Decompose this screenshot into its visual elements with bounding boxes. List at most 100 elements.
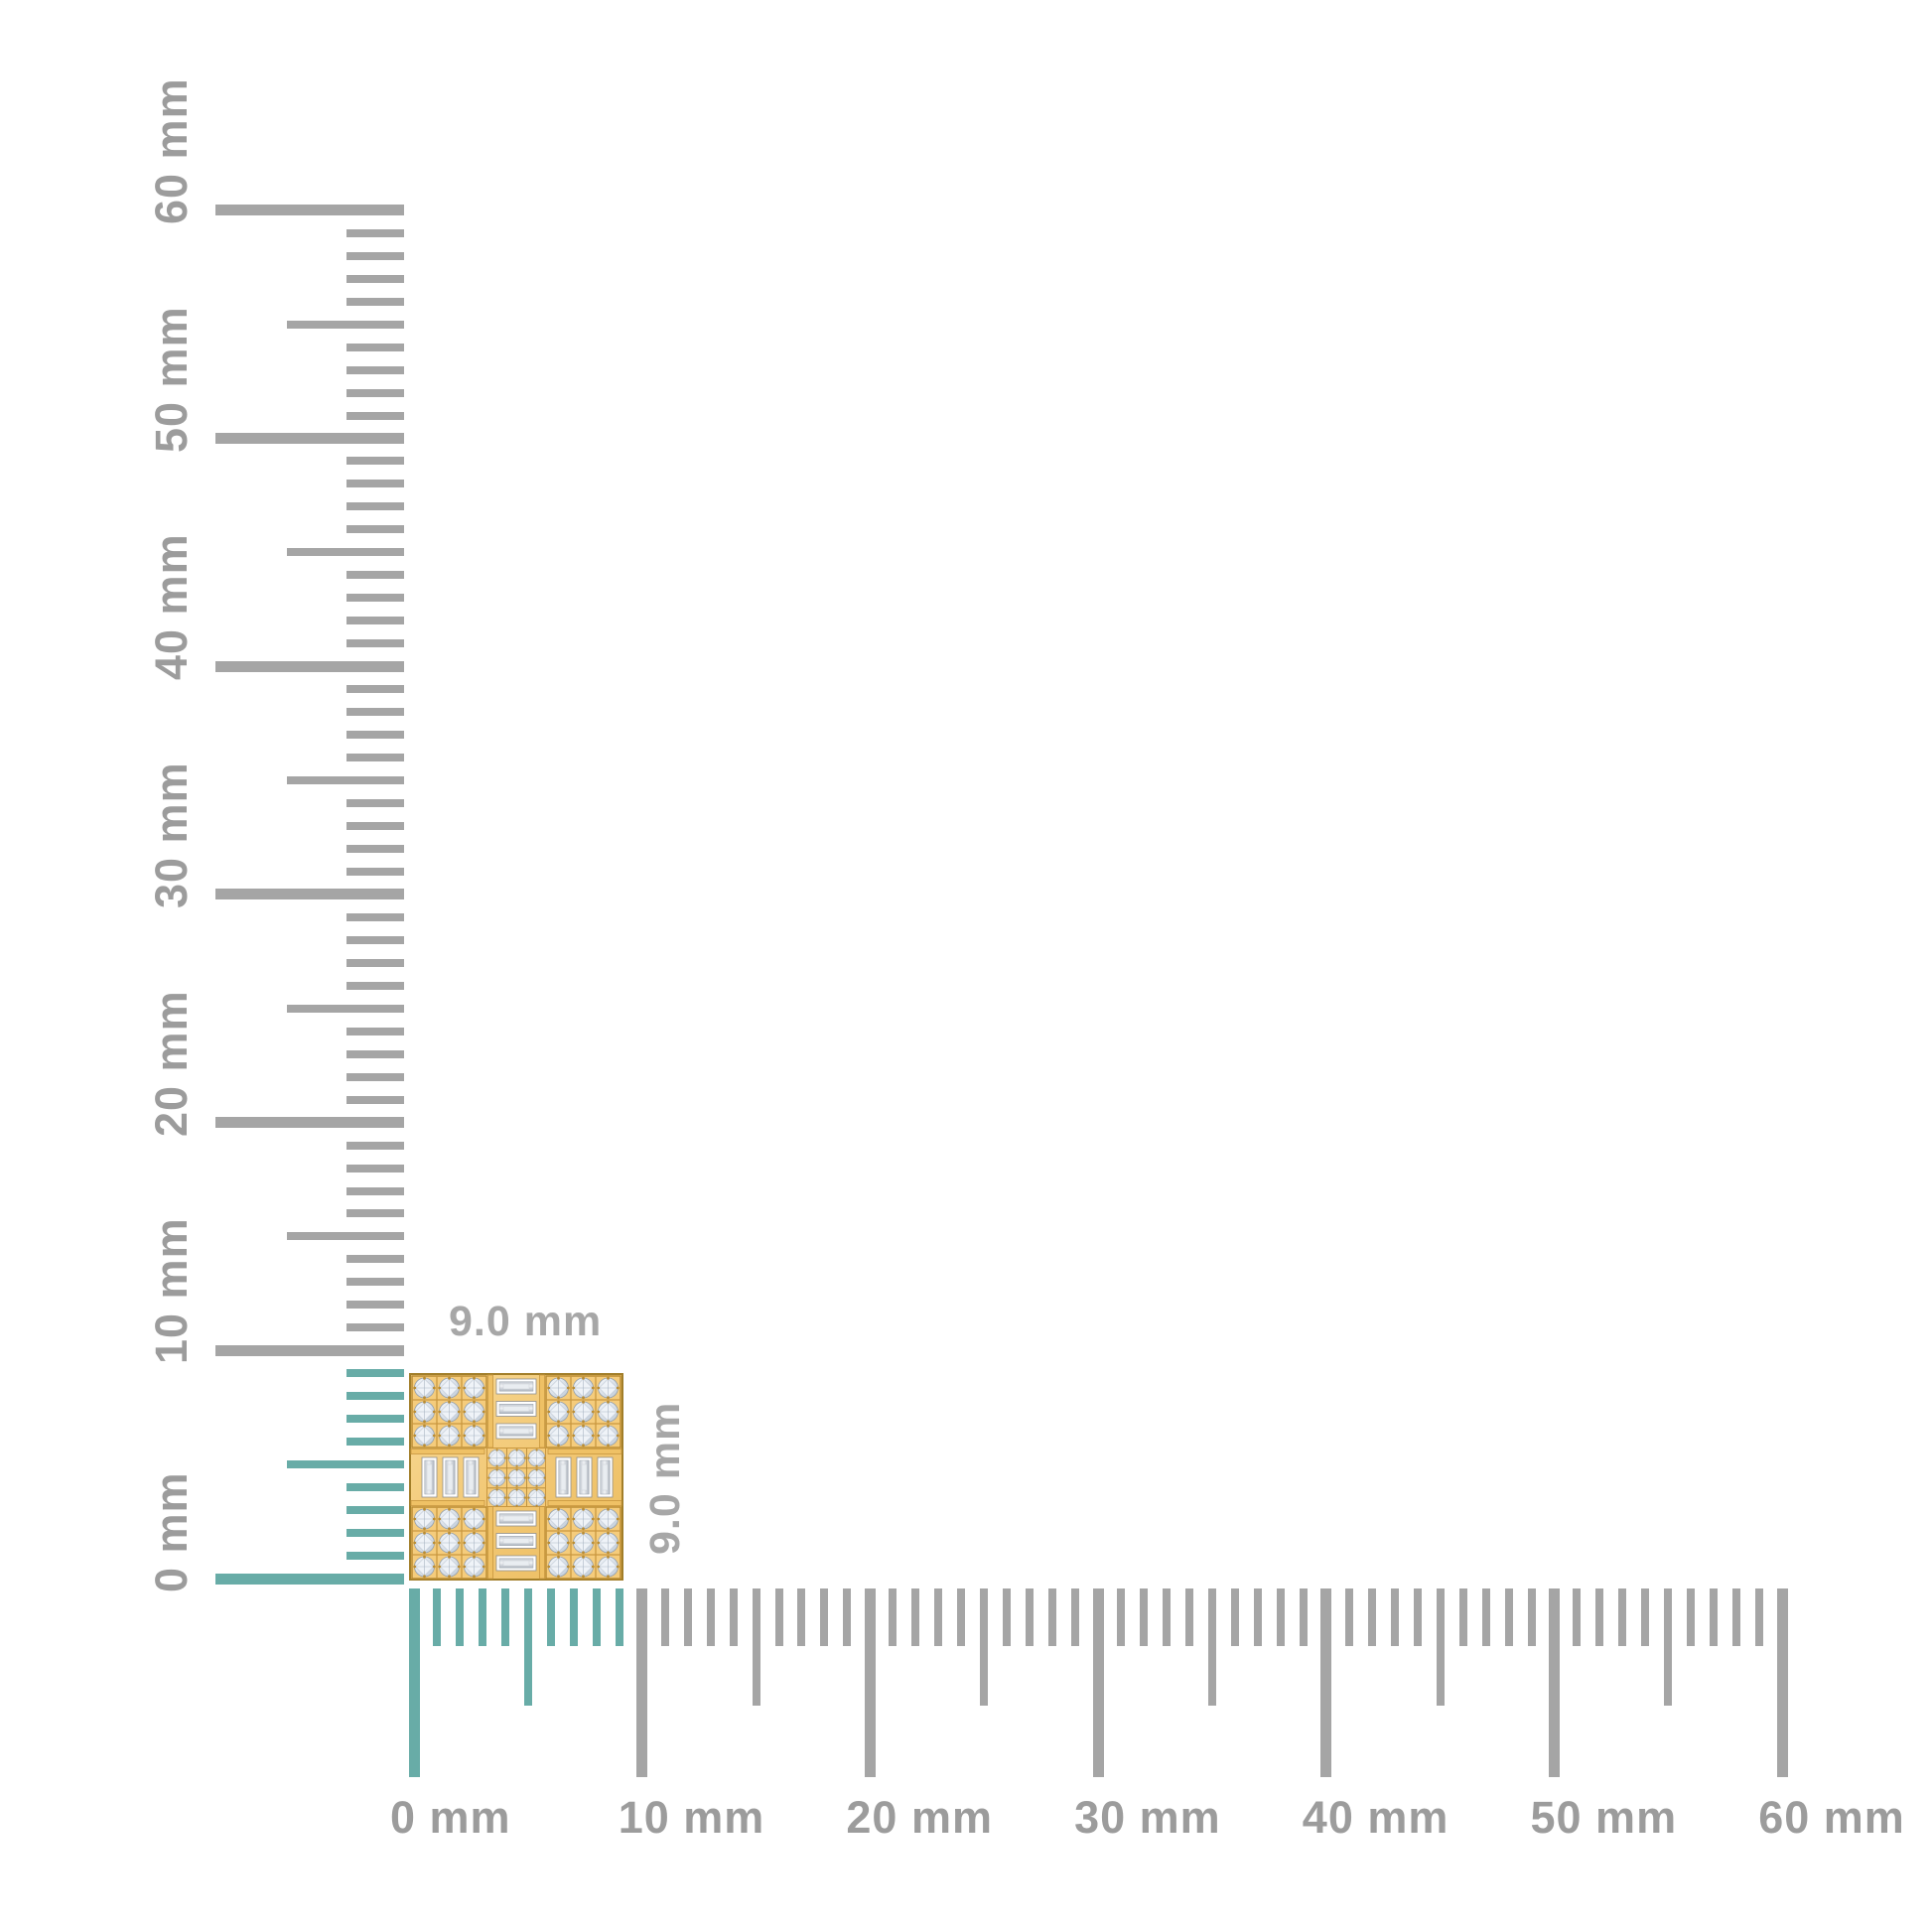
v-ruler-label-20mm: 20 mm: [146, 990, 197, 1137]
h-ruler-tick-25mm: [980, 1588, 989, 1706]
h-ruler-tick-36mm: [1230, 1588, 1239, 1646]
v-ruler-tick-3mm: [346, 1506, 404, 1515]
h-ruler-tick-54mm: [1641, 1588, 1650, 1646]
v-ruler-tick-35mm: [287, 776, 404, 785]
h-ruler-tick-48mm: [1504, 1588, 1513, 1646]
h-ruler-tick-51mm: [1573, 1588, 1582, 1646]
h-ruler-tick-7mm: [569, 1588, 578, 1646]
h-ruler-tick-30mm: [1092, 1588, 1104, 1777]
v-ruler-tick-51mm: [346, 411, 404, 420]
v-ruler-tick-2mm: [346, 1529, 404, 1538]
h-ruler-tick-28mm: [1048, 1588, 1057, 1646]
v-ruler-tick-20mm: [215, 1117, 404, 1129]
h-ruler-tick-15mm: [752, 1588, 760, 1706]
h-ruler-tick-32mm: [1140, 1588, 1149, 1646]
center-diamond-grid: [486, 1448, 547, 1508]
h-ruler-tick-19mm: [843, 1588, 852, 1646]
v-ruler-tick-18mm: [346, 1164, 404, 1173]
v-ruler-tick-14mm: [346, 1255, 404, 1264]
v-ruler-tick-50mm: [215, 433, 404, 444]
v-ruler-tick-15mm: [287, 1232, 404, 1241]
h-ruler-tick-10mm: [636, 1588, 648, 1777]
corner-diamond-grid-bottom-left: [412, 1507, 486, 1579]
v-ruler-tick-9mm: [346, 1369, 404, 1378]
v-ruler-tick-33mm: [346, 821, 404, 830]
h-ruler-tick-46mm: [1458, 1588, 1467, 1646]
v-ruler-tick-29mm: [346, 912, 404, 921]
v-ruler-tick-43mm: [346, 594, 404, 603]
v-ruler-tick-31mm: [346, 867, 404, 876]
v-ruler-tick-48mm: [346, 480, 404, 488]
h-ruler-tick-0mm: [408, 1588, 420, 1777]
h-ruler-tick-43mm: [1390, 1588, 1399, 1646]
v-ruler-tick-23mm: [346, 1049, 404, 1058]
v-ruler-tick-47mm: [346, 502, 404, 511]
h-ruler-tick-6mm: [546, 1588, 555, 1646]
h-ruler-tick-5mm: [523, 1588, 532, 1706]
v-ruler-tick-40mm: [215, 660, 404, 672]
v-ruler-tick-52mm: [346, 388, 404, 397]
h-ruler-tick-16mm: [774, 1588, 783, 1646]
h-ruler-tick-56mm: [1687, 1588, 1696, 1646]
h-ruler-tick-35mm: [1207, 1588, 1216, 1706]
h-ruler-tick-17mm: [797, 1588, 806, 1646]
h-ruler-tick-60mm: [1776, 1588, 1788, 1777]
v-ruler-label-0mm: 0 mm: [146, 1471, 197, 1592]
corner-diamond-grid-top-right: [546, 1376, 621, 1448]
h-ruler-label-10mm: 10 mm: [618, 1792, 765, 1843]
h-ruler-tick-45mm: [1436, 1588, 1445, 1706]
h-ruler-tick-11mm: [660, 1588, 669, 1646]
v-ruler-tick-10mm: [215, 1344, 404, 1356]
baguette-row-left: [410, 1449, 485, 1506]
v-ruler-tick-22mm: [346, 1072, 404, 1081]
v-ruler-tick-36mm: [346, 754, 404, 762]
v-ruler-tick-54mm: [346, 343, 404, 351]
v-ruler-label-50mm: 50 mm: [146, 305, 197, 453]
h-ruler-tick-24mm: [957, 1588, 966, 1646]
v-ruler-tick-60mm: [215, 205, 404, 216]
h-ruler-tick-38mm: [1276, 1588, 1285, 1646]
h-ruler-tick-50mm: [1549, 1588, 1560, 1777]
v-ruler-tick-34mm: [346, 799, 404, 808]
h-ruler-tick-20mm: [864, 1588, 876, 1777]
v-ruler-tick-25mm: [287, 1004, 404, 1013]
h-ruler-tick-44mm: [1413, 1588, 1422, 1646]
v-ruler-tick-37mm: [346, 731, 404, 740]
v-ruler-tick-58mm: [346, 251, 404, 260]
h-ruler-tick-34mm: [1184, 1588, 1193, 1646]
baguette-column-top: [487, 1374, 545, 1449]
jewelry-item: [409, 1373, 623, 1581]
h-ruler-label-60mm: 60 mm: [1758, 1792, 1905, 1843]
height-dimension-label: 9.0 mm: [641, 1401, 689, 1555]
h-ruler-tick-57mm: [1710, 1588, 1719, 1646]
v-ruler-tick-53mm: [346, 365, 404, 374]
v-ruler-tick-0mm: [215, 1573, 404, 1585]
v-ruler-label-40mm: 40 mm: [146, 533, 197, 681]
h-ruler-tick-4mm: [500, 1588, 509, 1646]
v-ruler-tick-44mm: [346, 571, 404, 580]
h-ruler-tick-3mm: [478, 1588, 486, 1646]
h-ruler-tick-42mm: [1367, 1588, 1376, 1646]
h-ruler-tick-23mm: [934, 1588, 943, 1646]
v-ruler-tick-59mm: [346, 228, 404, 237]
v-ruler-tick-16mm: [346, 1209, 404, 1218]
v-ruler-tick-26mm: [346, 981, 404, 990]
v-ruler-tick-49mm: [346, 457, 404, 466]
h-ruler-tick-1mm: [432, 1588, 441, 1646]
width-dimension-label: 9.0 mm: [449, 1298, 603, 1345]
h-ruler-label-40mm: 40 mm: [1302, 1792, 1449, 1843]
v-ruler-tick-5mm: [287, 1460, 404, 1469]
v-ruler-label-60mm: 60 mm: [146, 77, 197, 224]
v-ruler-tick-13mm: [346, 1278, 404, 1287]
h-ruler-tick-2mm: [455, 1588, 464, 1646]
v-ruler-tick-57mm: [346, 274, 404, 283]
v-ruler-tick-11mm: [346, 1323, 404, 1332]
baguette-row-right: [547, 1449, 622, 1506]
h-ruler-tick-41mm: [1344, 1588, 1353, 1646]
corner-diamond-grid-bottom-right: [546, 1507, 621, 1579]
h-ruler-tick-33mm: [1163, 1588, 1171, 1646]
h-ruler-tick-55mm: [1664, 1588, 1673, 1706]
h-ruler-tick-8mm: [592, 1588, 601, 1646]
v-ruler-tick-41mm: [346, 639, 404, 648]
